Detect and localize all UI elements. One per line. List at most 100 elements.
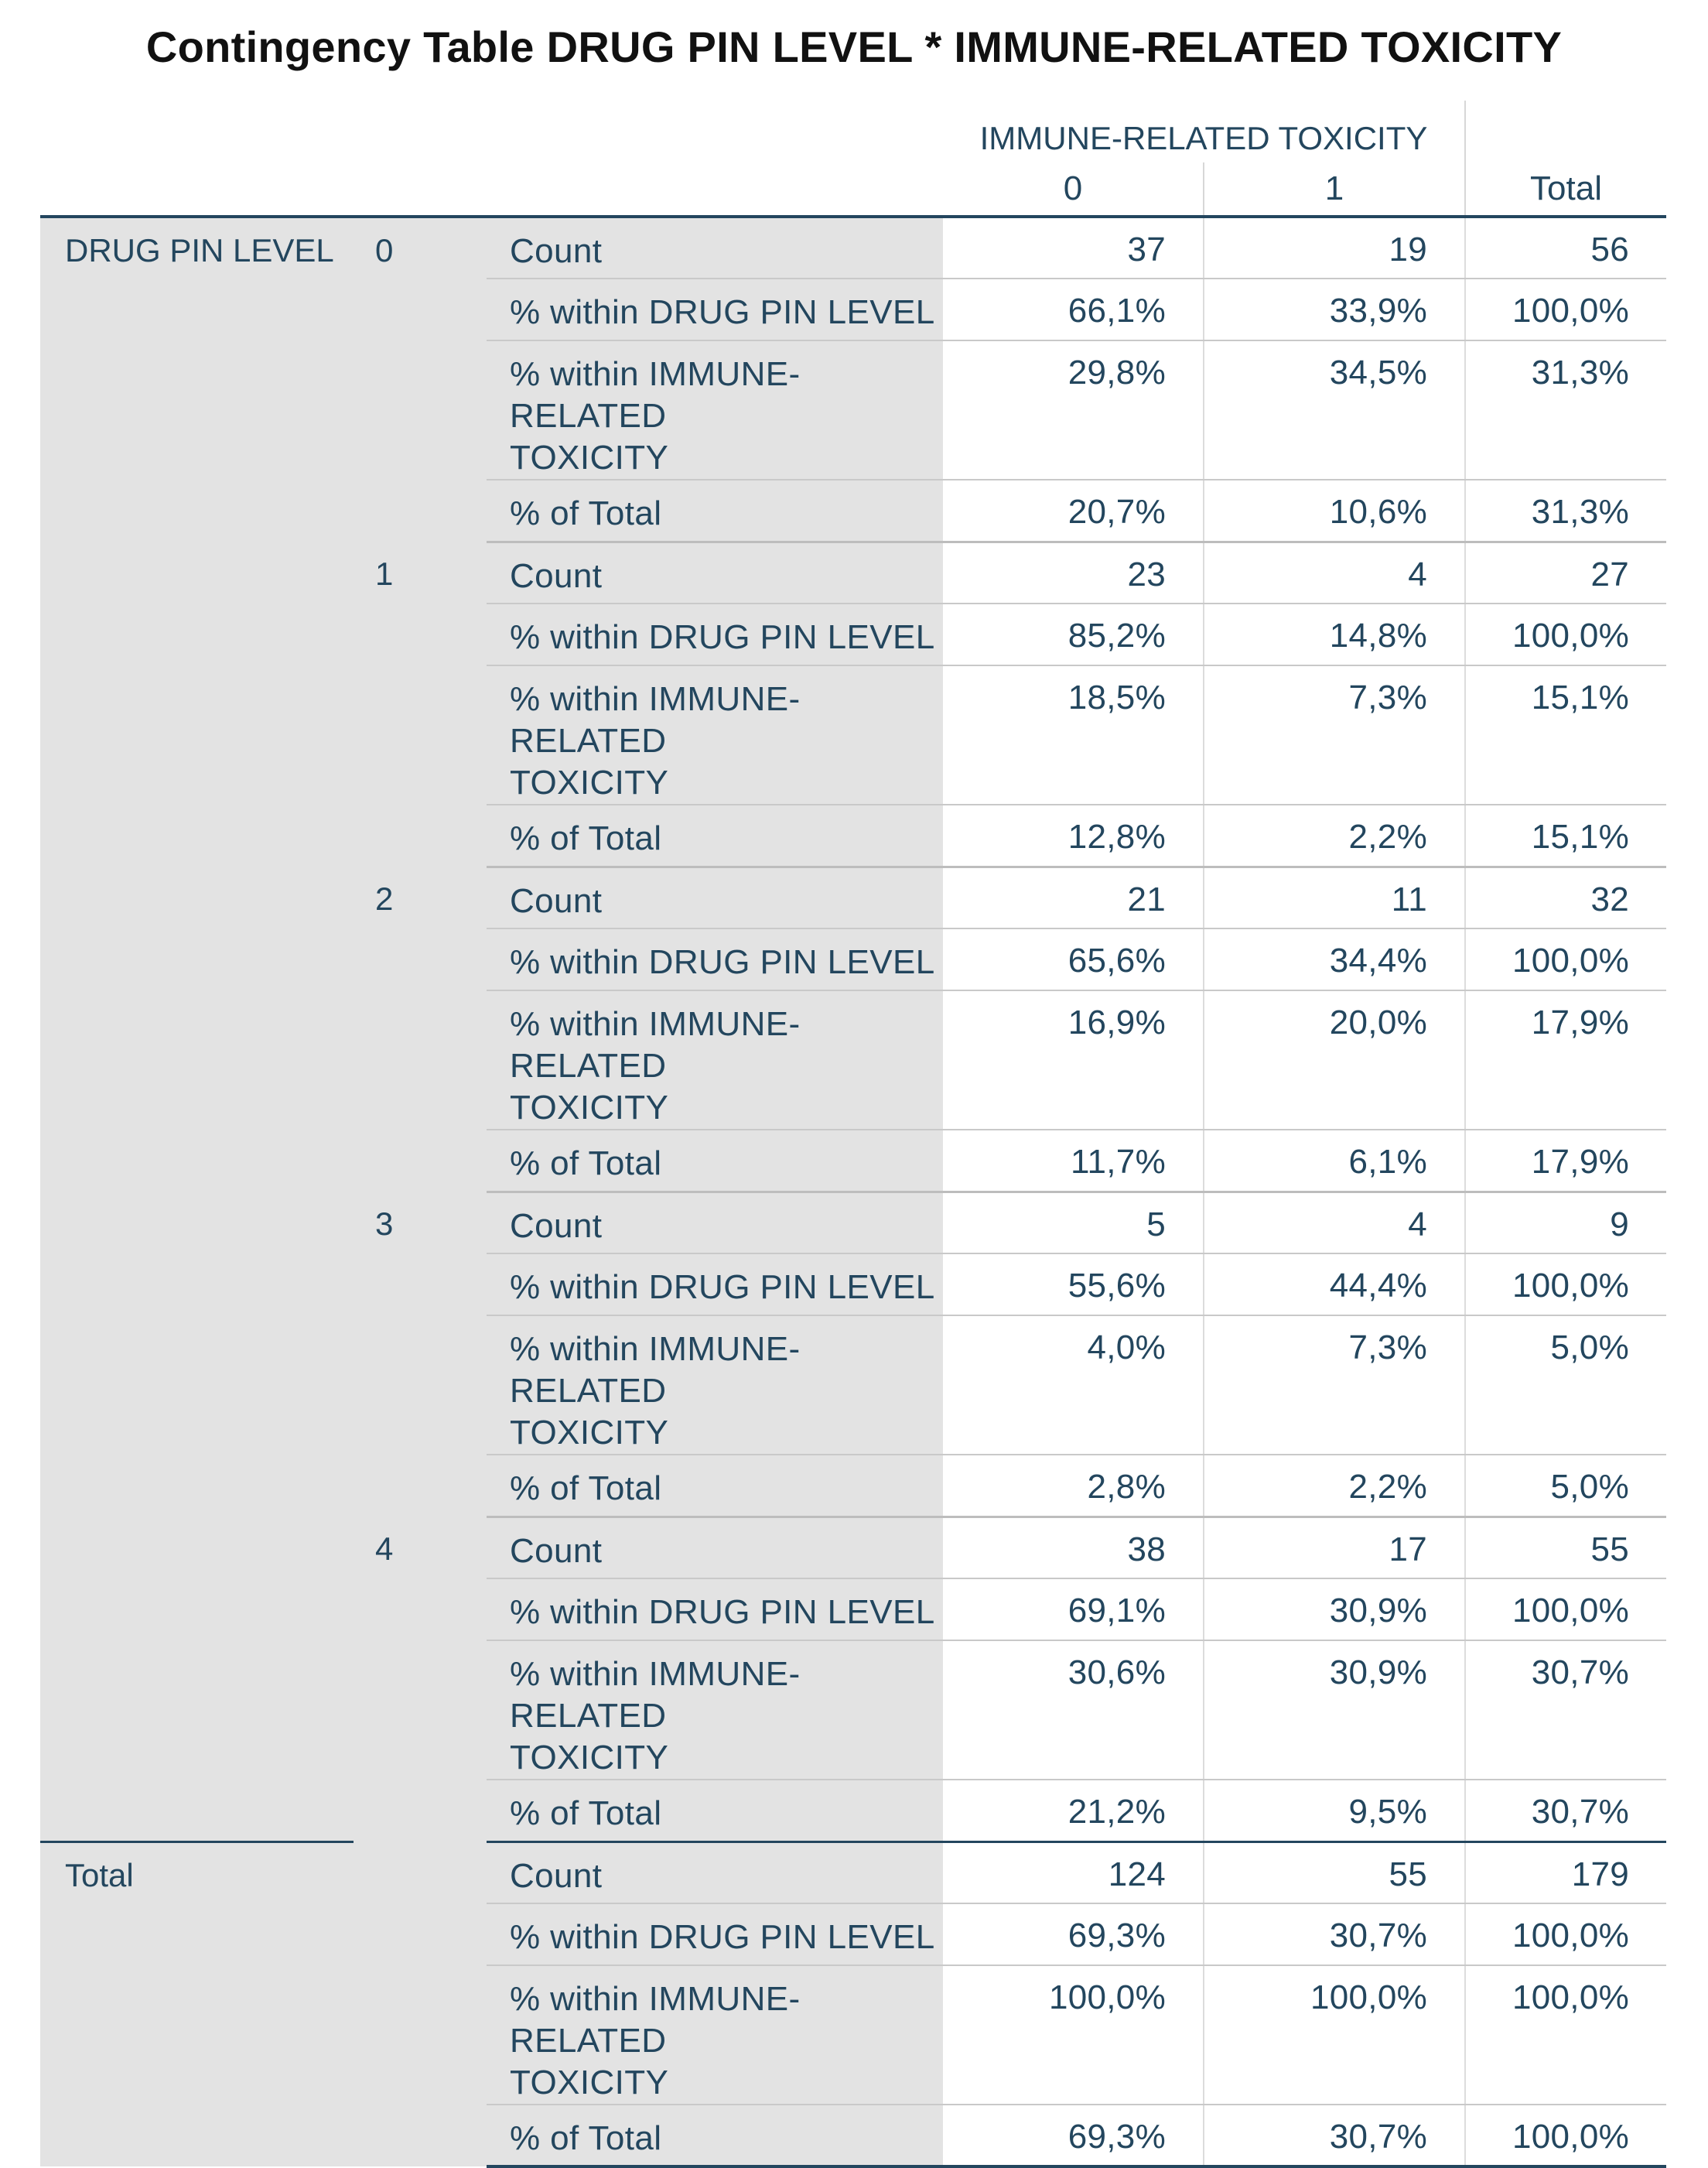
cell-tox-1: 2,2% (1204, 1455, 1467, 1518)
cell-tox-0: 29,8% (943, 340, 1204, 480)
cell-tox-1: 34,4% (1204, 928, 1467, 991)
statistic-label-text: TOXICITY (510, 1414, 669, 1452)
cell-total: 100,0% (1465, 1903, 1667, 1966)
cell-total: 32 (1465, 867, 1667, 929)
cell-tox-0: 66,1% (943, 279, 1204, 341)
cell-total: 30,7% (1465, 1640, 1667, 1780)
cell-total: 100,0% (1465, 2105, 1667, 2168)
statistic-label-text: % within DRUG PIN LEVEL (510, 943, 935, 981)
cell-tox-1: 100,0% (1204, 1965, 1467, 2105)
statistic-label-text: % of Total (510, 494, 662, 532)
cell-tox-0: 16,9% (943, 990, 1204, 1130)
cell-total: 100,0% (1465, 928, 1667, 991)
cell-tox-1: 44,4% (1204, 1253, 1467, 1316)
statistic-label-text: % within DRUG PIN LEVEL (510, 1268, 935, 1306)
table-row: % within IMMUNE-RELATED TOXICITY 18,5% 7,3%… (40, 665, 1667, 805)
cell-total: 17,9% (1465, 1130, 1667, 1193)
statistic-label: % of Total (487, 2105, 943, 2168)
statistic-label-text: % of Total (510, 1144, 662, 1182)
cell-total: 56 (1465, 217, 1667, 279)
cell-tox-0: 18,5% (943, 665, 1204, 805)
cell-tox-1: 4 (1204, 1192, 1467, 1254)
statistic-label: % within DRUG PIN LEVEL (487, 279, 943, 341)
statistic-label-text: % within IMMUNE-RELATED (510, 1655, 801, 1735)
statistic-label-text: TOXICITY (510, 439, 669, 477)
table-title: Contingency Table DRUG PIN LEVEL * IMMUN… (145, 22, 1563, 71)
cell-total: 5,0% (1465, 1455, 1667, 1518)
table-row: % of Total 11,7% 6,1% 17,9% (40, 1130, 1667, 1193)
table-row: % within DRUG PIN LEVEL 69,1% 30,9% 100,0% (40, 1578, 1667, 1641)
cell-total: 15,1% (1465, 665, 1667, 805)
cell-total: 27 (1465, 542, 1667, 604)
cell-tox-0: 12,8% (943, 805, 1204, 868)
statistic-label-text: % of Total (510, 819, 662, 857)
statistic-label: % within DRUG PIN LEVEL (487, 928, 943, 991)
statistic-label-text: TOXICITY (510, 764, 669, 802)
table-row: 4 Count 38 17 55 (40, 1517, 1667, 1841)
statistic-label: Count (487, 1517, 943, 1579)
cell-tox-1: 20,0% (1204, 990, 1467, 1130)
statistic-label: Count (487, 1192, 943, 1254)
column-header-total: Total (1465, 162, 1667, 218)
cell-tox-1: 4 (1204, 542, 1467, 604)
cell-total: 100,0% (1465, 1253, 1667, 1316)
statistic-label-text: % of Total (510, 2119, 662, 2157)
cell-tox-0: 21,2% (943, 1780, 1204, 1843)
table-row: % within DRUG PIN LEVEL 55,6% 44,4% 100,0% (40, 1253, 1667, 1316)
table-body: DRUG PIN LEVEL 0 Count 37 19 56% within DRUG … (40, 217, 1667, 2168)
statistic-label: Count (487, 1841, 943, 1904)
cell-total: 30,7% (1465, 1780, 1667, 1843)
statistic-label: % within IMMUNE-RELATED TOXICITY (487, 1965, 943, 2105)
statistic-label-text: % of Total (510, 1469, 662, 1507)
table-row: % of Total 21,2% 9,5% 30,7% (40, 1780, 1667, 1843)
cell-total: 5,0% (1465, 1315, 1667, 1455)
cell-total: 55 (1465, 1517, 1667, 1579)
statistic-label-text: % within DRUG PIN LEVEL (510, 1918, 935, 1956)
row-level-label: 2 (354, 867, 487, 1192)
total-row-label: Total (40, 1841, 487, 2166)
cell-total: 31,3% (1465, 480, 1667, 543)
cell-total: 100,0% (1465, 1965, 1667, 2105)
cell-tox-0: 2,8% (943, 1455, 1204, 1518)
cell-tox-1: 6,1% (1204, 1130, 1467, 1193)
table-row: 2 Count 21 11 32 (40, 867, 1667, 1192)
cell-tox-1: 10,6% (1204, 480, 1467, 543)
statistic-label: % within IMMUNE-RELATED TOXICITY (487, 1640, 943, 1780)
row-level-label: 4 (354, 1517, 487, 1841)
statistic-label-text: Count (510, 881, 603, 920)
table-row: % within IMMUNE-RELATED TOXICITY 29,8% 34,5… (40, 340, 1667, 480)
statistic-label-text: % within IMMUNE-RELATED (510, 680, 801, 760)
statistic-label: % within IMMUNE-RELATED TOXICITY (487, 1315, 943, 1455)
cell-tox-1: 55 (1204, 1841, 1467, 1904)
statistic-label: % within IMMUNE-RELATED TOXICITY (487, 990, 943, 1130)
statistic-label: % within IMMUNE-RELATED TOXICITY (487, 665, 943, 805)
row-variable-label: DRUG PIN LEVEL (40, 217, 354, 1843)
statistic-label-text: Count (510, 556, 603, 595)
cell-total: 15,1% (1465, 805, 1667, 868)
cell-tox-1: 30,7% (1204, 1903, 1467, 1966)
cell-tox-1: 11 (1204, 867, 1467, 929)
cell-tox-1: 19 (1204, 217, 1467, 279)
cell-tox-1: 30,7% (1204, 2105, 1467, 2168)
table-row: Total Count 124 55 179 (40, 1841, 1667, 2166)
cell-tox-0: 4,0% (943, 1315, 1204, 1455)
cell-tox-1: 30,9% (1204, 1578, 1467, 1641)
cell-tox-0: 21 (943, 867, 1204, 929)
statistic-label: Count (487, 867, 943, 929)
cell-tox-0: 38 (943, 1517, 1204, 1579)
cell-tox-0: 30,6% (943, 1640, 1204, 1780)
column-header-0: 0 (943, 162, 1204, 218)
row-level-label: 3 (354, 1192, 487, 1517)
header-corner (40, 101, 943, 162)
statistic-label-text: % of Total (510, 1794, 662, 1832)
cell-tox-0: 23 (943, 542, 1204, 604)
statistic-label: % within IMMUNE-RELATED TOXICITY (487, 340, 943, 480)
table-row: % within IMMUNE-RELATED TOXICITY 30,6% 30,9… (40, 1640, 1667, 1780)
table-row: % within IMMUNE-RELATED TOXICITY 16,9% 20,0… (40, 990, 1667, 1130)
cell-tox-0: 124 (943, 1841, 1204, 1904)
row-level-label: 0 (354, 217, 487, 542)
column-header-1: 1 (1204, 162, 1467, 218)
cell-tox-0: 69,3% (943, 2105, 1204, 2168)
statistic-label: % within DRUG PIN LEVEL (487, 604, 943, 666)
cell-tox-1: 2,2% (1204, 805, 1467, 868)
